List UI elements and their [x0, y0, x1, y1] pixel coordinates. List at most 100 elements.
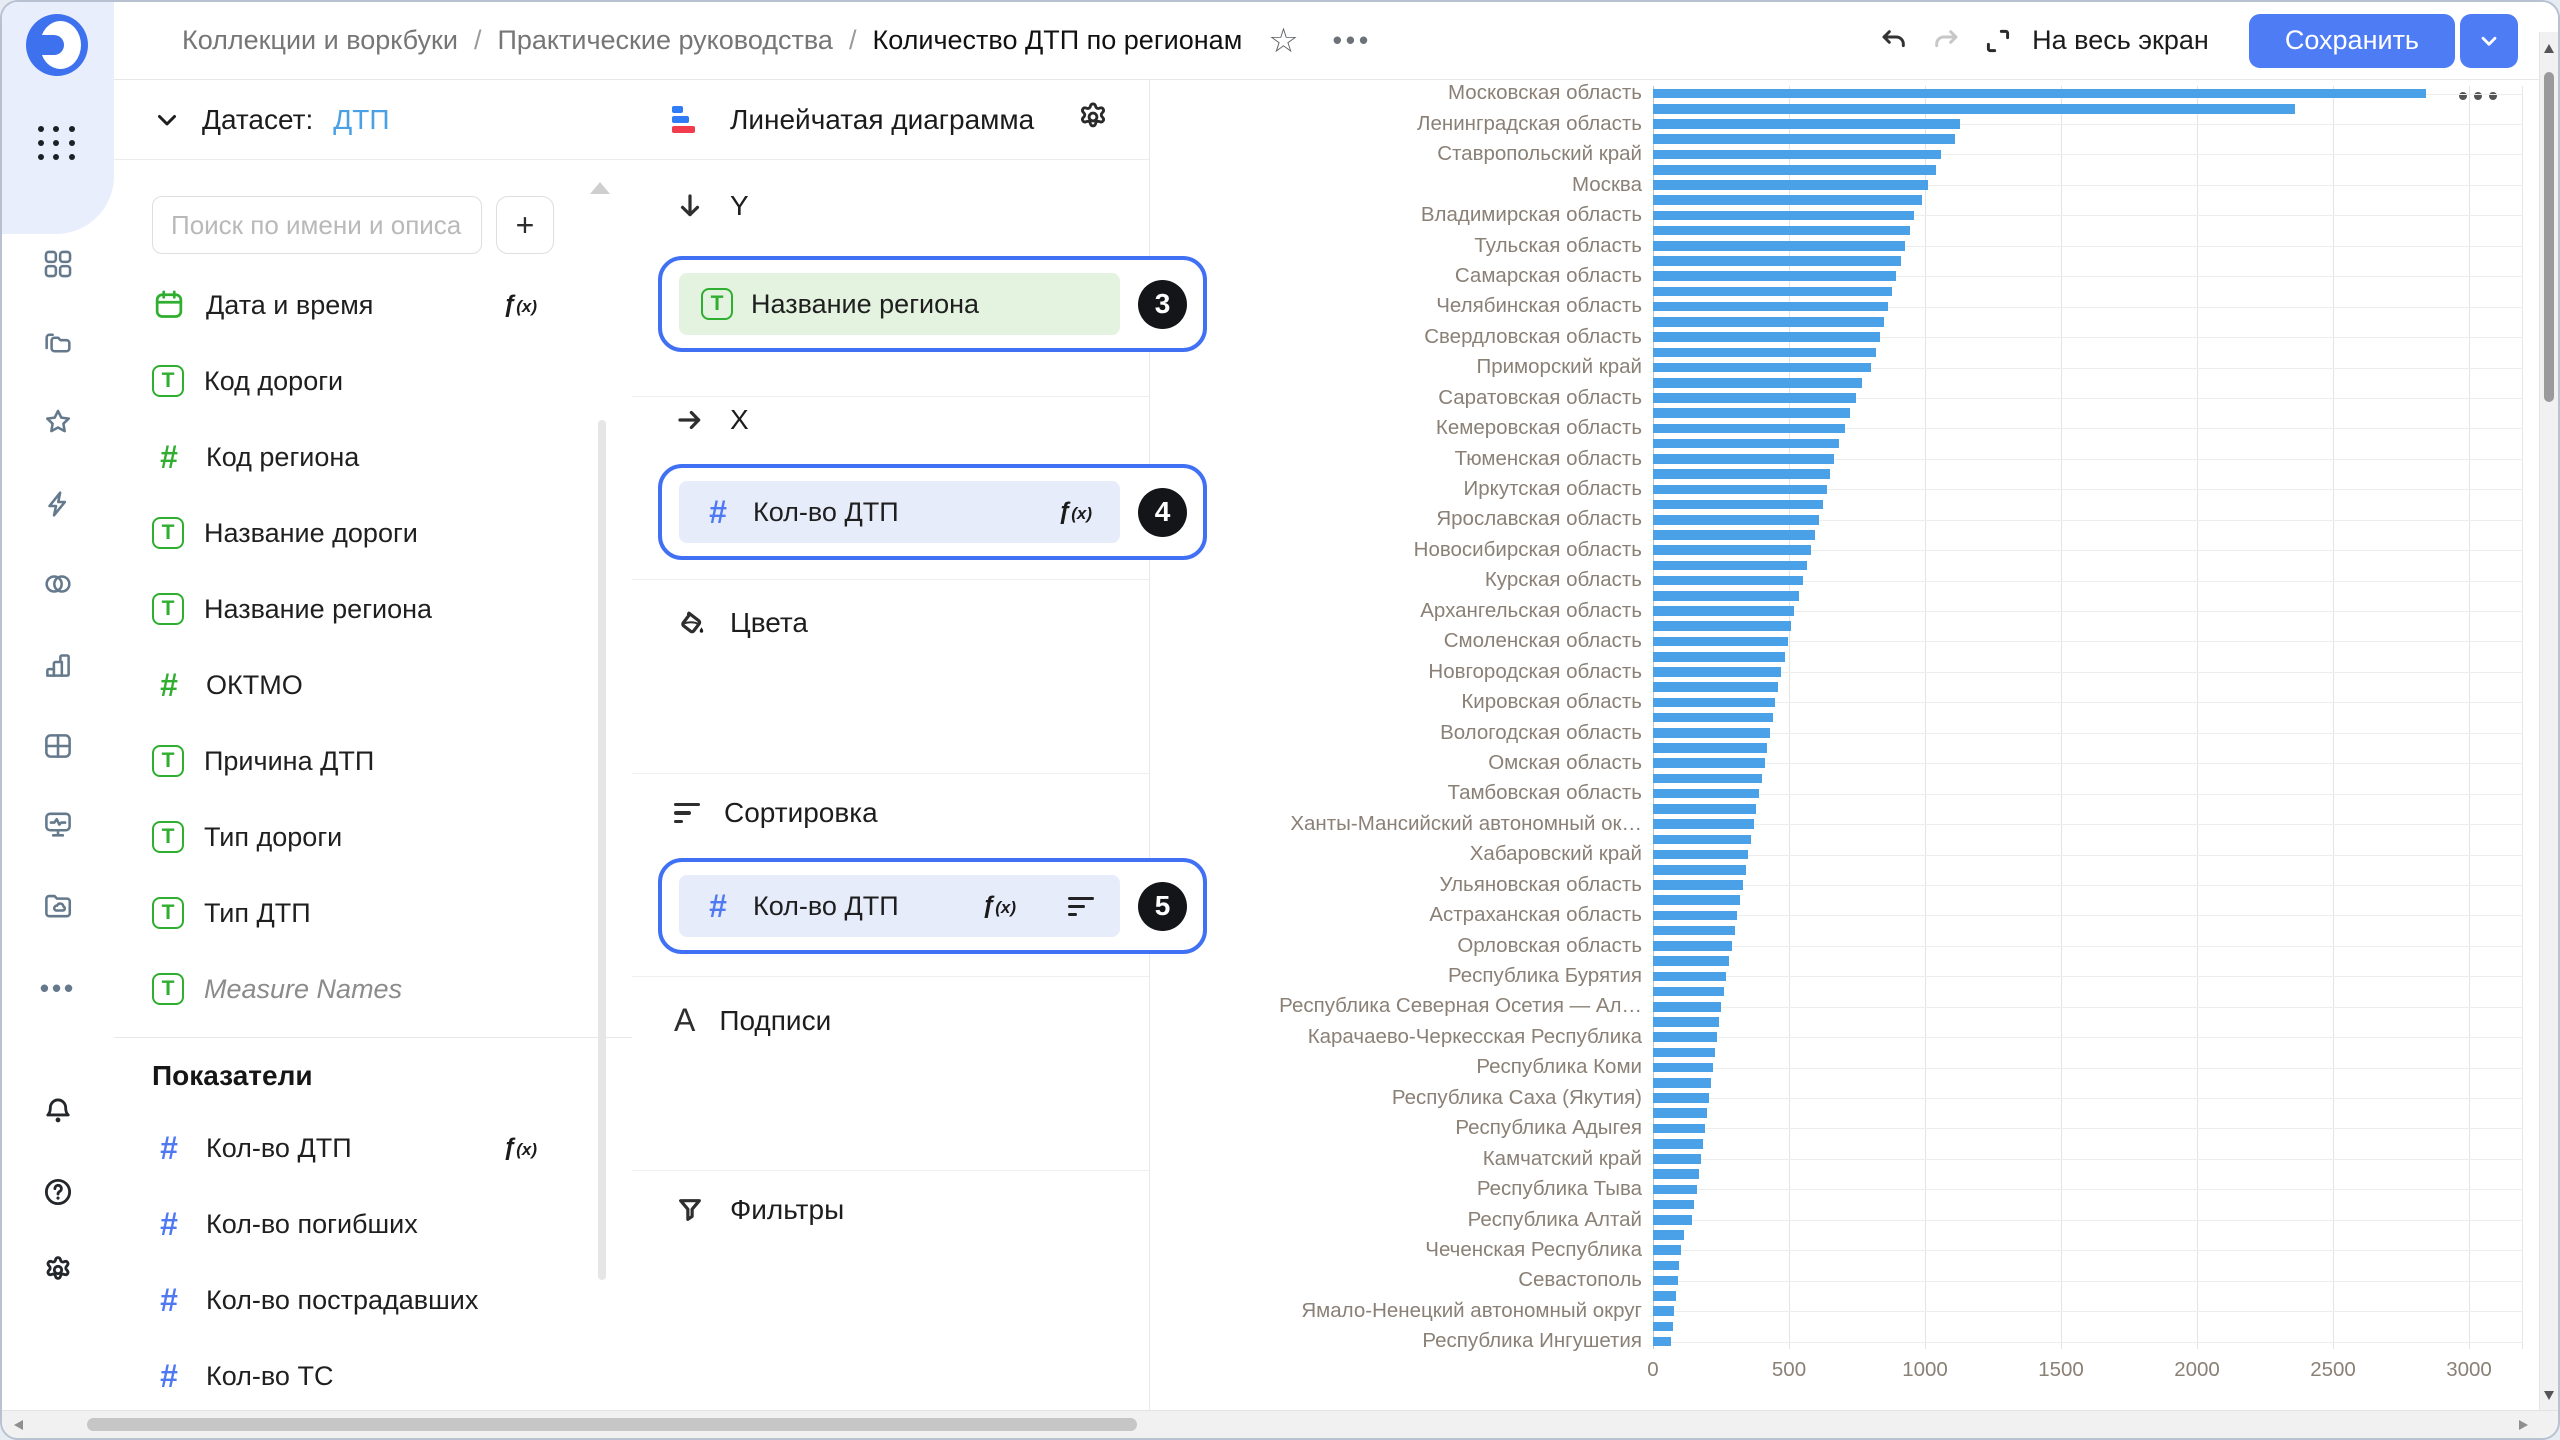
dataset-header[interactable]: Датасет: ДТП [114, 80, 632, 160]
scroll-up-icon[interactable] [2544, 44, 2554, 53]
sort-field-pill[interactable]: # Кол-во ДТП ƒ(x) [679, 875, 1120, 937]
bar[interactable] [1653, 454, 1834, 464]
bar[interactable] [1653, 606, 1795, 616]
y-field-pill[interactable]: T Название региона [679, 273, 1120, 335]
bar[interactable] [1653, 1291, 1676, 1301]
bar[interactable] [1653, 880, 1743, 890]
field-row[interactable]: # Код региона [114, 419, 632, 495]
bar[interactable] [1653, 804, 1757, 814]
bar[interactable] [1653, 895, 1740, 905]
tables-icon[interactable] [40, 728, 76, 764]
bar[interactable] [1653, 834, 1751, 845]
chart-settings-gear-icon[interactable] [1075, 99, 1111, 140]
breadcrumb-collections[interactable]: Коллекции и воркбуки [182, 25, 458, 55]
bar[interactable] [1653, 1336, 1671, 1347]
field-row[interactable]: # Кол-во ДТП ƒ(x) [114, 1110, 632, 1186]
more-menu-icon[interactable]: ••• [1332, 25, 1373, 55]
settings-gear-icon[interactable] [40, 1252, 76, 1288]
field-row[interactable]: T Тип ДТП [114, 875, 632, 951]
bar[interactable] [1653, 1108, 1707, 1119]
bar[interactable] [1653, 819, 1754, 829]
fullscreen-icon[interactable] [1972, 15, 2024, 67]
folders-icon[interactable] [40, 325, 76, 361]
field-row[interactable]: # Кол-во пострадавших [114, 1262, 632, 1338]
bar[interactable] [1653, 1275, 1678, 1286]
bar[interactable] [1653, 514, 1819, 525]
bar[interactable] [1653, 1169, 1700, 1179]
sort-direction-icon[interactable] [1068, 896, 1094, 916]
bar[interactable] [1653, 682, 1779, 692]
dimensions-scrollbar[interactable] [598, 420, 606, 1280]
bar[interactable] [1653, 408, 1851, 418]
bar[interactable] [1653, 1184, 1697, 1195]
field-row[interactable]: T Measure Names [114, 951, 632, 1027]
bar[interactable] [1653, 1123, 1705, 1134]
bar[interactable] [1653, 104, 2295, 114]
more-icon[interactable]: ••• [39, 972, 77, 1003]
breadcrumb-guides[interactable]: Практические руководства [497, 25, 833, 55]
apps-grid-icon[interactable] [38, 126, 78, 162]
bar[interactable] [1653, 362, 1871, 373]
bar[interactable] [1653, 925, 1735, 936]
search-input[interactable] [152, 196, 482, 254]
datalens-logo[interactable] [26, 14, 88, 76]
x-field-pill[interactable]: # Кол-во ДТП ƒ(x) [679, 481, 1120, 543]
chart-more-menu-icon[interactable] [2459, 92, 2497, 100]
bar[interactable] [1653, 377, 1863, 388]
charts-icon[interactable] [40, 647, 76, 683]
bar[interactable] [1653, 758, 1765, 769]
bar[interactable] [1653, 956, 1730, 966]
bar[interactable] [1653, 986, 1724, 997]
bar[interactable] [1653, 241, 1905, 251]
section-colors[interactable]: Цвета [674, 607, 808, 639]
bar[interactable] [1653, 1047, 1715, 1058]
bar[interactable] [1653, 149, 1942, 160]
bar[interactable] [1653, 971, 1727, 982]
bar[interactable] [1653, 712, 1773, 723]
bar[interactable] [1653, 119, 1961, 129]
bar[interactable] [1653, 438, 1840, 449]
bar[interactable] [1653, 788, 1760, 799]
bar[interactable] [1653, 773, 1762, 784]
bar[interactable] [1653, 469, 1830, 479]
bar[interactable] [1653, 1032, 1718, 1042]
bar[interactable] [1653, 225, 1910, 236]
bar[interactable] [1653, 1260, 1680, 1271]
field-row[interactable]: T Причина ДТП [114, 723, 632, 799]
field-row[interactable]: # Кол-во погибших [114, 1186, 632, 1262]
favorite-star-icon[interactable]: ☆ [1268, 21, 1299, 60]
field-row[interactable]: Дата и время ƒ(x) [114, 267, 632, 343]
bar[interactable] [1653, 195, 1923, 205]
collections-icon[interactable] [40, 246, 76, 282]
bar[interactable] [1653, 271, 1897, 282]
redo-icon[interactable] [1920, 15, 1972, 67]
bar[interactable] [1653, 1230, 1684, 1240]
notifications-bell-icon[interactable] [40, 1093, 76, 1129]
bar[interactable] [1653, 1078, 1711, 1088]
section-labels[interactable]: A Подписи [674, 1002, 831, 1039]
scroll-down-icon[interactable] [2544, 1391, 2554, 1400]
horizontal-scrollbar[interactable] [2, 1410, 2558, 1438]
bar[interactable] [1653, 575, 1803, 586]
undo-icon[interactable] [1868, 15, 1920, 67]
bar[interactable] [1653, 393, 1856, 403]
bar[interactable] [1653, 332, 1881, 342]
bar[interactable] [1653, 1199, 1695, 1210]
bar[interactable] [1653, 1215, 1693, 1225]
bar[interactable] [1653, 545, 1811, 555]
datasets-icon[interactable] [40, 566, 76, 602]
bar[interactable] [1653, 1001, 1721, 1012]
bar[interactable] [1653, 1321, 1673, 1332]
bar[interactable] [1653, 180, 1928, 190]
bar[interactable] [1653, 134, 1955, 145]
dataset-name-link[interactable]: ДТП [333, 103, 390, 135]
bar[interactable] [1653, 910, 1738, 921]
list-scroll-up-icon[interactable] [590, 182, 610, 194]
storage-folder-icon[interactable] [40, 888, 76, 924]
bar[interactable] [1653, 256, 1901, 266]
bar[interactable] [1653, 591, 1799, 601]
favorites-star-icon[interactable] [40, 404, 76, 440]
bar[interactable] [1653, 286, 1893, 297]
save-button[interactable]: Сохранить [2248, 13, 2455, 68]
field-row[interactable]: T Код дороги [114, 343, 632, 419]
